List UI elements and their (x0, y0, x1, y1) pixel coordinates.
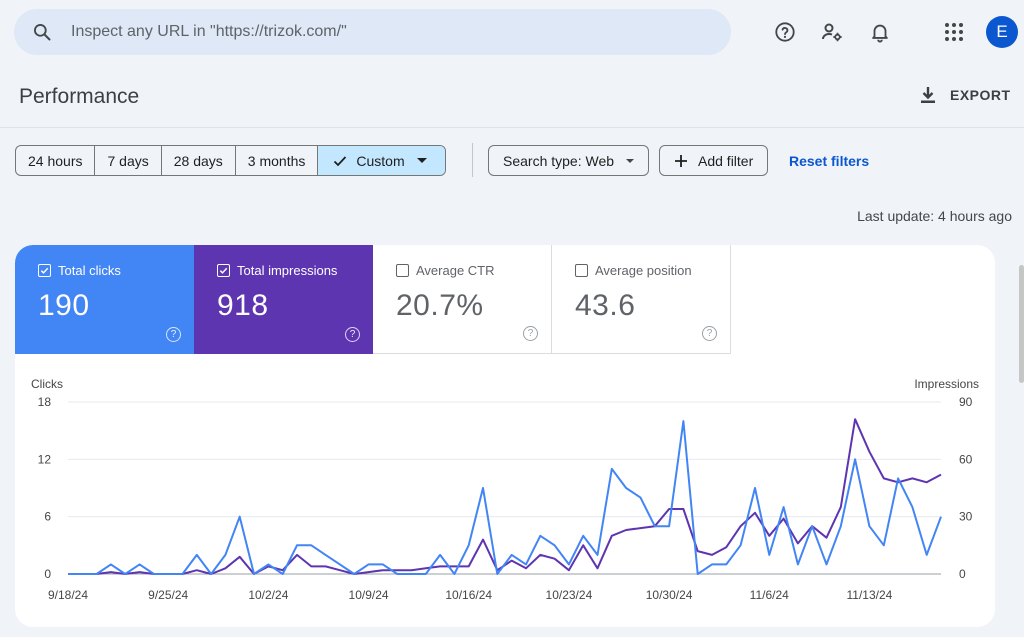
help-icon[interactable]: ? (702, 326, 717, 341)
url-inspection-search[interactable]: Inspect any URL in "https://trizok.com/" (14, 9, 731, 55)
metric-value: 190 (38, 289, 90, 322)
performance-card: Total clicks 190 ? Total impressions 918… (15, 245, 995, 627)
filter-divider (472, 143, 473, 177)
x-axis-tick-label: 10/9/24 (349, 588, 389, 602)
download-icon (921, 87, 935, 103)
right-axis-tick-label: 30 (959, 510, 973, 524)
date-range-selector: 24 hours 7 days 28 days 3 months Custom (15, 145, 446, 176)
x-axis-tick-label: 10/30/24 (646, 588, 693, 602)
plus-icon (675, 154, 687, 167)
checkbox-unchecked-icon[interactable] (396, 264, 409, 277)
metric-label: Total impressions (237, 263, 338, 278)
account-avatar[interactable]: E (986, 16, 1018, 48)
chevron-down-icon (416, 158, 427, 163)
x-axis-tick-label: 9/18/24 (48, 588, 88, 602)
checkbox-checked-icon[interactable] (217, 264, 230, 277)
metric-label: Average CTR (416, 263, 495, 278)
help-icon[interactable]: ? (345, 327, 360, 342)
series-line-clicks (68, 420, 942, 575)
series-line-impressions (68, 418, 942, 575)
right-axis-tick-label: 0 (959, 567, 966, 581)
export-button[interactable]: EXPORT (918, 85, 1011, 105)
search-placeholder: Inspect any URL in "https://trizok.com/" (71, 23, 347, 40)
search-icon (34, 24, 51, 41)
x-axis-tick-label: 10/2/24 (248, 588, 288, 602)
last-update-text: Last update: 4 hours ago (857, 208, 1012, 224)
chevron-down-icon (626, 158, 635, 163)
export-label: EXPORT (950, 87, 1011, 103)
add-filter-button[interactable]: Add filter (659, 145, 769, 176)
help-icon[interactable] (773, 20, 797, 44)
metric-total-impressions[interactable]: Total impressions 918 ? (194, 245, 373, 354)
checkbox-unchecked-icon[interactable] (575, 264, 588, 277)
add-filter-label: Add filter (698, 152, 754, 169)
range-24-hours[interactable]: 24 hours (16, 146, 96, 175)
metric-label: Total clicks (58, 263, 121, 278)
metric-average-position[interactable]: Average position 43.6 ? (552, 245, 731, 354)
page-scrollbar[interactable] (1019, 265, 1024, 383)
left-axis-tick-label: 12 (38, 452, 52, 466)
top-bar: Inspect any URL in "https://trizok.com/"… (0, 0, 1024, 64)
left-axis-label: Clicks (31, 377, 63, 391)
x-axis-tick-label: 10/16/24 (445, 588, 492, 602)
reset-filters-link[interactable]: Reset filters (789, 153, 870, 169)
metric-value: 918 (217, 289, 269, 322)
notifications-bell-icon[interactable] (868, 20, 892, 44)
performance-chart[interactable]: 0 6 12 18 0 30 60 90 Clicks Impressions 9/18/24 9/2… (15, 245, 995, 627)
help-icon[interactable]: ? (523, 326, 538, 341)
range-28-days[interactable]: 28 days (162, 146, 236, 175)
x-axis-tick-label: 11/13/24 (847, 588, 893, 602)
help-icon[interactable]: ? (166, 327, 181, 342)
metric-total-clicks[interactable]: Total clicks 190 ? (15, 245, 194, 354)
metric-value: 43.6 (575, 289, 636, 322)
checkmark-icon (334, 155, 347, 166)
search-type-label: Search type: Web (503, 152, 615, 169)
left-axis-tick-label: 18 (38, 395, 52, 409)
x-axis-tick-label: 11/6/24 (750, 588, 789, 602)
header-divider (0, 127, 1024, 128)
range-7-days[interactable]: 7 days (95, 146, 162, 175)
search-type-dropdown[interactable]: Search type: Web (488, 145, 650, 176)
range-custom-label: Custom (356, 152, 405, 169)
metric-label: Average position (595, 263, 692, 278)
left-axis-tick-label: 6 (44, 510, 51, 524)
x-axis-tick-label: 9/25/24 (148, 588, 188, 602)
user-settings-icon[interactable] (820, 20, 844, 44)
checkbox-checked-icon[interactable] (38, 264, 51, 277)
range-3-months[interactable]: 3 months (236, 146, 319, 175)
metric-value: 20.7% (396, 289, 484, 322)
page-title: Performance (19, 85, 140, 108)
range-custom[interactable]: Custom (318, 146, 445, 175)
left-axis-tick-label: 0 (44, 567, 51, 581)
apps-grid-icon[interactable] (942, 20, 966, 44)
right-axis-tick-label: 90 (959, 395, 973, 409)
right-axis-tick-label: 60 (959, 452, 973, 466)
right-axis-label: Impressions (914, 377, 979, 391)
metric-average-ctr[interactable]: Average CTR 20.7% ? (373, 245, 552, 354)
x-axis-tick-label: 10/23/24 (546, 588, 593, 602)
